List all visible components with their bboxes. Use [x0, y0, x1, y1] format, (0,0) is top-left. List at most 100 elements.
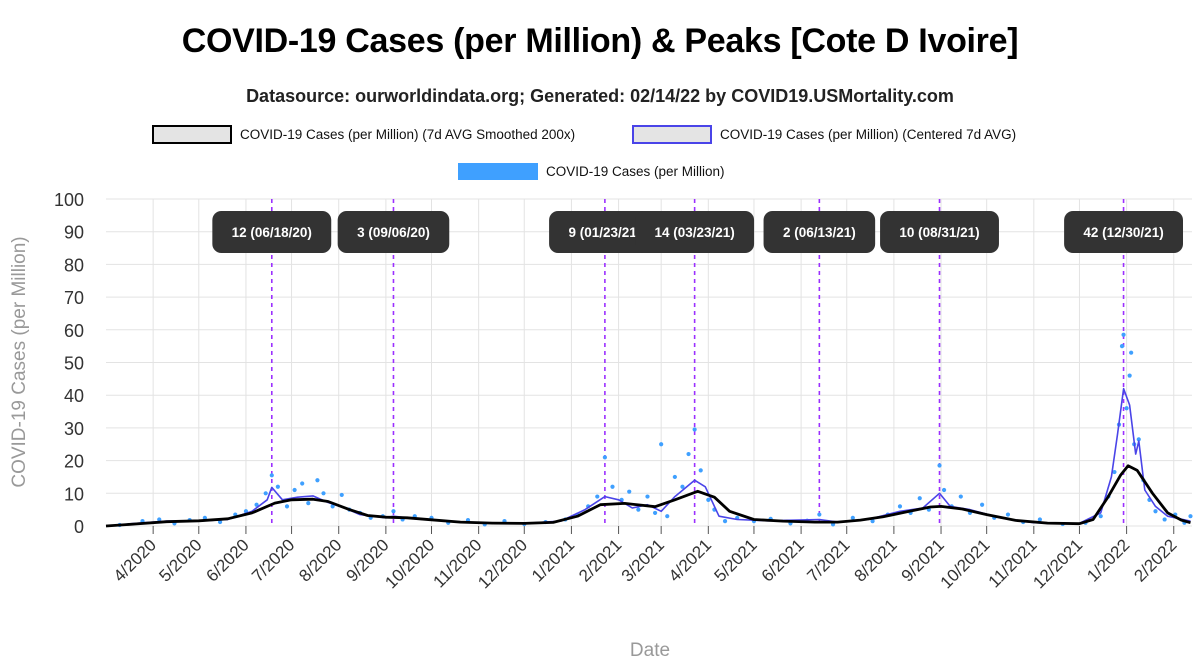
daily-case-point [897, 504, 903, 509]
daily-case-point [1124, 406, 1129, 411]
daily-case-point [627, 489, 632, 494]
x-tick-label: 8/2020 [295, 535, 345, 585]
daily-case-point [980, 502, 985, 507]
peak-label-box [635, 211, 755, 253]
daily-case-point [692, 427, 697, 432]
daily-case-point [1098, 514, 1103, 519]
daily-case-point [958, 494, 963, 499]
daily-case-point [1005, 512, 1011, 517]
daily-case-point [652, 510, 658, 516]
peak-label-text: 3 (09/06/20) [357, 225, 430, 240]
peak-label-text: 10 (08/31/21) [899, 225, 979, 240]
legend-label-daily: COVID-19 Cases (per Million) [546, 164, 725, 179]
daily-case-point [602, 455, 607, 460]
daily-case-point [595, 494, 600, 499]
daily-case-point [850, 515, 855, 520]
y-tick-label: 20 [64, 452, 84, 472]
peak-label-text: 9 (01/23/21) [568, 225, 641, 240]
daily-case-point [636, 507, 641, 512]
daily-case-point [698, 468, 703, 473]
y-axis-title: COVID-19 Cases (per Million) [9, 236, 30, 488]
legend-label-smoothed: COVID-19 Cases (per Million) (7d AVG Smo… [240, 127, 576, 142]
daily-case-point [659, 442, 664, 447]
daily-case-point [665, 514, 670, 519]
legend-swatch-centered [632, 125, 712, 144]
daily-case-point [254, 502, 259, 507]
x-axis-title: Date [629, 640, 671, 661]
daily-case-point [1188, 514, 1193, 519]
x-tick-label: 7/2020 [248, 535, 298, 585]
y-tick-label: 90 [64, 223, 84, 243]
x-tick-label: 4/2020 [110, 535, 160, 585]
x-tick-label: 1/2022 [1083, 535, 1133, 585]
daily-case-point [1153, 509, 1158, 514]
daily-case-point [941, 487, 947, 493]
x-tick-label: 10/2020 [381, 535, 438, 592]
daily-case-point [610, 484, 615, 489]
x-tick-label: 1/2021 [528, 535, 578, 585]
x-tick-label: 12/2021 [1029, 535, 1086, 592]
daily-case-point [917, 496, 922, 501]
y-tick-label: 70 [64, 288, 84, 308]
peak-label-text: 42 (12/30/21) [1083, 225, 1163, 240]
daily-case-point [1119, 344, 1125, 349]
peak-label: 12 (06/18/20) [212, 211, 332, 253]
y-tick-label: 10 [64, 484, 84, 504]
y-tick-label: 40 [64, 386, 84, 406]
daily-case-point [202, 515, 207, 520]
peak-label: 10 (08/31/21) [880, 211, 999, 253]
daily-case-point [315, 478, 320, 483]
daily-case-point [391, 509, 396, 514]
x-tick-label: 8/2021 [851, 535, 901, 585]
y-tick-label: 100 [54, 190, 84, 210]
peak-label: 14 (03/23/21) [635, 211, 755, 253]
daily-case-point [706, 497, 711, 502]
legend-swatch-smoothed [152, 125, 232, 144]
smoothed-7d-avg-line [105, 464, 1191, 528]
x-tick-label: 2/2022 [1130, 535, 1180, 585]
daily-case-point [275, 484, 280, 489]
daily-case-point [672, 474, 677, 480]
x-tick-label: 7/2021 [803, 535, 853, 585]
x-tick-label: 12/2020 [474, 535, 531, 592]
daily-case-point [321, 491, 326, 496]
peak-label-text: 14 (03/23/21) [654, 225, 734, 240]
x-tick-label: 2/2021 [575, 535, 625, 585]
peak-label: 3 (09/06/20) [337, 211, 450, 253]
peak-label-box [763, 211, 876, 253]
daily-case-point [306, 501, 311, 506]
daily-case-point [722, 518, 728, 524]
peak-label: 2 (06/13/21) [763, 211, 876, 253]
y-tick-label: 50 [64, 354, 84, 374]
daily-case-point [284, 504, 290, 509]
daily-case-point [330, 504, 335, 509]
centered-7d-avg-line [105, 387, 1191, 527]
peak-label: 42 (12/30/21) [1064, 211, 1184, 253]
peak-label-box [212, 211, 332, 253]
daily-case-point [300, 481, 305, 486]
daily-case-point [1127, 373, 1132, 378]
daily-case-point [645, 494, 650, 499]
x-tick-label: 6/2021 [758, 535, 808, 585]
x-tick-label: 4/2021 [665, 535, 715, 585]
peak-label-text: 2 (06/13/21) [783, 225, 856, 240]
y-tick-label: 80 [64, 255, 84, 275]
peak-label-box [549, 211, 661, 253]
daily-case-point [292, 487, 297, 493]
daily-case-point [217, 519, 223, 525]
peak-label-text: 12 (06/18/20) [232, 225, 312, 240]
y-tick-label: 0 [74, 517, 84, 537]
daily-case-point [686, 451, 691, 457]
daily-case-point [937, 463, 942, 468]
y-tick-label: 60 [64, 321, 84, 341]
y-tick-label: 30 [64, 419, 84, 439]
x-tick-label: 10/2021 [937, 535, 994, 592]
daily-case-point [1121, 332, 1126, 337]
peak-label-box [880, 211, 999, 253]
daily-case-point [817, 512, 822, 517]
daily-case-point [1129, 350, 1134, 355]
chart-title: COVID-19 Cases (per Million) & Peaks [Co… [181, 22, 1019, 60]
chart-subtitle: Datasource: ourworldindata.org; Generate… [246, 86, 954, 106]
daily-case-point [1162, 517, 1167, 522]
